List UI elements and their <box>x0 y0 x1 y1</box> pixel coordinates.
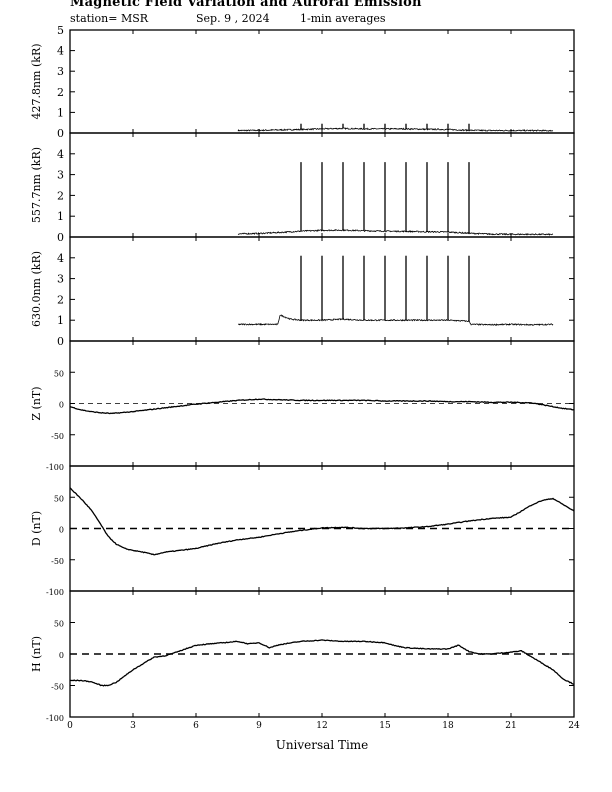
y-tick-label: 0 <box>59 526 64 535</box>
y-tick-label: 0 <box>57 127 64 140</box>
y-tick-label: -100 <box>46 588 64 597</box>
series-line-3 <box>69 398 575 415</box>
y-tick-label: 50 <box>54 369 64 378</box>
y-tick-label: 2 <box>57 293 64 306</box>
x-tick-label: 18 <box>442 721 454 731</box>
y-tick-label: 0 <box>57 231 64 244</box>
y-axis-label: H (nT) <box>30 636 43 672</box>
series-line-5 <box>69 639 575 687</box>
y-tick-label: 3 <box>57 169 64 182</box>
x-axis-label: Universal Time <box>276 738 369 752</box>
y-tick-label: 0 <box>59 401 64 410</box>
x-tick-label: 3 <box>130 721 136 731</box>
y-tick-label: 3 <box>57 65 64 78</box>
y-axis-label: 427.8nm (kR) <box>30 43 43 119</box>
x-tick-label: 24 <box>568 721 580 731</box>
y-tick-label: 4 <box>57 148 64 161</box>
y-tick-label: -50 <box>51 557 64 566</box>
y-tick-label: 4 <box>57 45 64 58</box>
y-axis-label: 557.7nm (kR) <box>30 147 43 223</box>
y-tick-label: 0 <box>59 651 64 660</box>
date-label: Sep. 9 , 2024 <box>196 12 270 25</box>
y-tick-label: 50 <box>54 620 64 629</box>
x-tick-label: 21 <box>505 721 516 731</box>
y-tick-label: 50 <box>54 494 64 503</box>
series-line-1 <box>237 228 554 236</box>
y-tick-label: -50 <box>51 683 64 692</box>
station-label: station= MSR <box>70 12 149 25</box>
series-line-4 <box>69 487 575 556</box>
y-tick-label: 1 <box>57 314 64 327</box>
y-tick-label: -50 <box>51 432 64 441</box>
x-tick-label: 0 <box>67 721 73 731</box>
y-tick-label: 5 <box>57 24 64 37</box>
x-tick-label: 6 <box>193 721 199 731</box>
panel-frame-0 <box>69 29 575 134</box>
averaging-label: 1-min averages <box>300 12 386 25</box>
y-tick-label: -100 <box>46 463 64 472</box>
y-tick-label: 0 <box>57 335 64 348</box>
y-tick-label: -100 <box>46 714 64 723</box>
y-tick-label: 3 <box>57 273 64 286</box>
y-tick-label: 1 <box>57 210 64 223</box>
y-tick-label: 2 <box>57 189 64 202</box>
y-tick-label: 4 <box>57 252 64 265</box>
y-tick-label: 2 <box>57 86 64 99</box>
series-line-0 <box>237 127 554 132</box>
y-tick-label: 1 <box>57 106 64 119</box>
y-axis-label: 630.0nm (kR) <box>30 251 43 327</box>
y-axis-label: D (nT) <box>30 511 43 546</box>
y-axis-label: Z (nT) <box>30 386 43 420</box>
x-tick-label: 12 <box>316 721 327 731</box>
series-line-2 <box>237 314 554 327</box>
x-tick-label: 15 <box>379 721 391 731</box>
x-tick-label: 9 <box>256 721 262 731</box>
chart-title: Magnetic Field Variation and Auroral Emi… <box>70 0 422 10</box>
